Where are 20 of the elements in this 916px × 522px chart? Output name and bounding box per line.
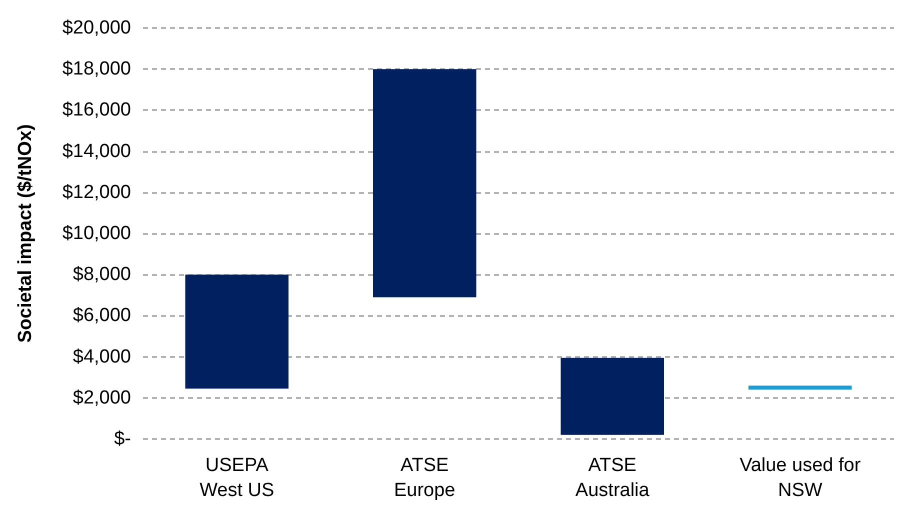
y-tick-label: $6,000	[72, 305, 131, 326]
bar	[372, 69, 476, 298]
y-tick-label: $-	[114, 428, 131, 450]
y-tick-label: $20,000	[62, 18, 131, 38]
y-tick-label: $10,000	[62, 223, 131, 244]
bar	[560, 358, 664, 435]
x-tick-label: ATSE Europe	[394, 455, 456, 501]
x-tick-label: USEPA West US	[200, 455, 274, 501]
bar	[185, 274, 289, 389]
y-tick-label: $18,000	[62, 58, 131, 80]
y-tick-label: $12,000	[62, 182, 131, 203]
x-tick-label: Value used for NSW	[740, 455, 862, 501]
y-tick-label: $16,000	[62, 100, 131, 121]
bar	[748, 386, 852, 390]
y-tick-label: $2,000	[72, 387, 131, 408]
y-tick-label: $8,000	[72, 264, 131, 286]
y-tick-label: $14,000	[62, 140, 131, 162]
y-axis-title: Societal impact ($/tNOx)	[15, 124, 36, 343]
x-tick-label: ATSE Australia	[575, 455, 650, 501]
y-tick-label: $4,000	[72, 346, 131, 368]
